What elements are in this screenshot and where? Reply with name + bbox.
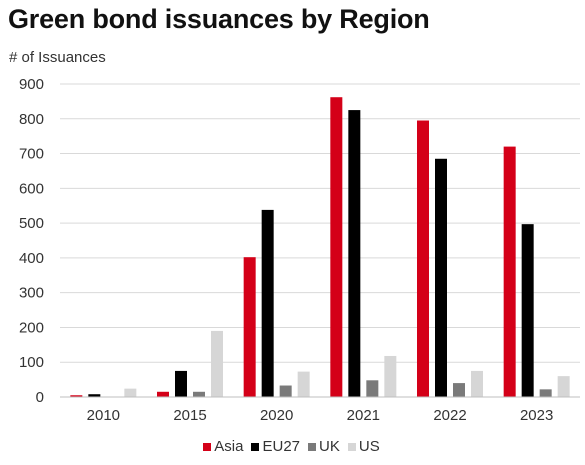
- legend-label: EU27: [262, 438, 301, 455]
- y-tick-label: 100: [19, 354, 44, 371]
- gridlines: [60, 83, 580, 363]
- legend-swatch: [251, 442, 260, 451]
- x-tick-label: 2021: [347, 407, 380, 424]
- legend-swatch: [308, 442, 317, 451]
- y-tick-label: 800: [19, 111, 44, 128]
- bar-eu27-2021: [348, 110, 361, 397]
- legend-swatch: [203, 442, 212, 451]
- bar-eu27-2020: [261, 209, 274, 397]
- bar-asia-2015: [157, 391, 169, 397]
- y-tick-label: 400: [19, 250, 44, 267]
- y-axis-ticks: 0 100 200 300 400 500 600 700 800 900: [19, 76, 44, 406]
- bar-uk-2023: [539, 389, 552, 397]
- bar-uk-2015: [193, 391, 205, 397]
- y-tick-label: 200: [19, 319, 44, 336]
- bar-uk-2022: [453, 383, 465, 397]
- bar-asia-2010: [70, 395, 83, 397]
- legend-item-us: US: [347, 438, 380, 455]
- legend-swatch: [347, 442, 356, 451]
- x-tick-label: 2020: [260, 407, 293, 424]
- legend-label: US: [358, 438, 380, 455]
- bar-us-2010: [124, 388, 137, 397]
- y-tick-label: 600: [19, 180, 44, 197]
- chart-title: Green bond issuances by Region: [8, 4, 430, 34]
- y-tick-label: 300: [19, 285, 44, 302]
- bar-eu27-2010: [88, 394, 101, 397]
- x-axis-ticks: 2010 2015 2020 2021 2022 2023: [87, 407, 554, 424]
- bar-us-2020: [297, 371, 310, 397]
- legend-item-uk: UK: [308, 438, 340, 455]
- y-tick-label: 0: [36, 389, 44, 406]
- bars: [70, 97, 570, 398]
- bar-eu27-2022: [435, 158, 447, 397]
- y-tick-label: 500: [19, 215, 44, 232]
- bar-asia-2023: [503, 146, 516, 397]
- bar-eu27-2015: [175, 370, 187, 397]
- bar-us-2022: [471, 370, 483, 397]
- bar-us-2021: [384, 355, 397, 397]
- y-tick-label: 900: [19, 76, 44, 93]
- bar-asia-2021: [330, 97, 343, 398]
- legend-item-asia: Asia: [203, 438, 243, 455]
- legend-item-eu27: EU27: [251, 438, 300, 455]
- bar-uk-2020: [279, 385, 292, 397]
- y-axis-label: # of Issuances: [9, 49, 106, 66]
- bar-eu27-2023: [521, 224, 534, 397]
- bar-asia-2022: [417, 120, 429, 398]
- bar-uk-2021: [366, 380, 379, 397]
- bar-asia-2020: [243, 257, 256, 397]
- y-tick-label: 700: [19, 146, 44, 163]
- x-tick-label: 2022: [433, 407, 466, 424]
- x-tick-label: 2023: [520, 407, 553, 424]
- legend: Asia EU27 UK US: [0, 438, 585, 455]
- legend-label: UK: [319, 438, 340, 455]
- x-tick-label: 2010: [87, 407, 120, 424]
- bar-us-2023: [557, 376, 570, 397]
- legend-label: Asia: [214, 438, 244, 455]
- x-tick-label: 2015: [173, 407, 206, 424]
- bar-us-2015: [211, 330, 223, 397]
